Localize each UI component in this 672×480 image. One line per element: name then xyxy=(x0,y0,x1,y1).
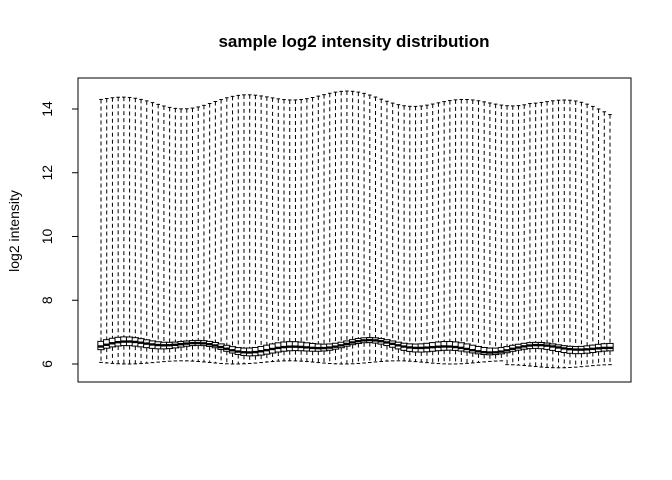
y-axis-label: log2 intensity xyxy=(6,190,22,272)
y-tick-label: 14 xyxy=(39,101,55,117)
y-tick-label: 10 xyxy=(39,229,55,245)
y-tick-label: 12 xyxy=(39,165,55,181)
boxplot-series xyxy=(97,90,614,369)
chart-title: sample log2 intensity distribution xyxy=(218,32,489,51)
y-axis: 6 8 10 12 14 xyxy=(39,101,78,368)
y-tick-label: 6 xyxy=(39,360,55,368)
plot-frame xyxy=(77,77,632,383)
y-tick-label: 8 xyxy=(39,296,55,304)
